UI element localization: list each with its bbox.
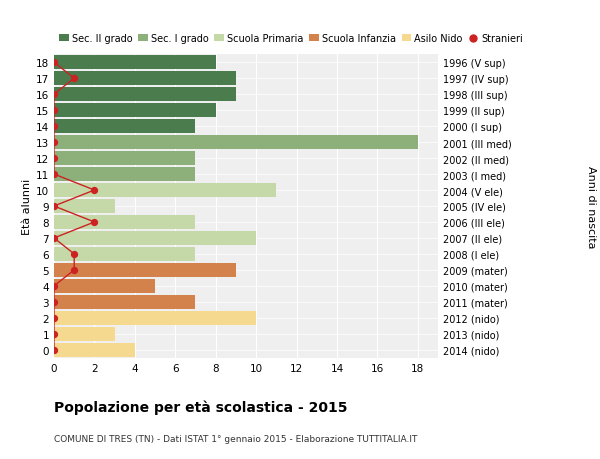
Bar — [54, 200, 115, 213]
Point — [49, 347, 59, 354]
Bar — [54, 104, 215, 118]
Bar — [54, 232, 256, 245]
Point — [49, 91, 59, 99]
Point — [49, 330, 59, 338]
Text: Popolazione per età scolastica - 2015: Popolazione per età scolastica - 2015 — [54, 399, 347, 414]
Point — [49, 123, 59, 130]
Bar — [54, 88, 236, 102]
Point — [49, 235, 59, 242]
Text: Anni di nascita: Anni di nascita — [586, 165, 596, 248]
Point — [49, 171, 59, 179]
Y-axis label: Età alunni: Età alunni — [22, 179, 32, 235]
Point — [89, 187, 99, 194]
Bar — [54, 296, 196, 309]
Text: COMUNE DI TRES (TN) - Dati ISTAT 1° gennaio 2015 - Elaborazione TUTTITALIA.IT: COMUNE DI TRES (TN) - Dati ISTAT 1° genn… — [54, 434, 418, 443]
Bar — [54, 184, 277, 197]
Point — [49, 203, 59, 210]
Legend: Sec. II grado, Sec. I grado, Scuola Primaria, Scuola Infanzia, Asilo Nido, Stran: Sec. II grado, Sec. I grado, Scuola Prim… — [59, 34, 523, 44]
Bar — [54, 216, 196, 229]
Point — [49, 59, 59, 67]
Point — [89, 219, 99, 226]
Point — [49, 139, 59, 146]
Point — [70, 75, 79, 83]
Bar — [54, 72, 236, 86]
Bar — [54, 247, 196, 261]
Bar — [54, 120, 196, 134]
Point — [49, 155, 59, 162]
Bar — [54, 263, 236, 277]
Bar — [54, 311, 256, 325]
Bar — [54, 56, 215, 70]
Bar — [54, 136, 418, 150]
Point — [49, 314, 59, 322]
Bar — [54, 168, 196, 181]
Point — [49, 107, 59, 115]
Bar — [54, 152, 196, 166]
Bar — [54, 280, 155, 293]
Point — [49, 298, 59, 306]
Point — [70, 267, 79, 274]
Bar — [54, 327, 115, 341]
Point — [70, 251, 79, 258]
Point — [49, 283, 59, 290]
Bar — [54, 343, 135, 357]
